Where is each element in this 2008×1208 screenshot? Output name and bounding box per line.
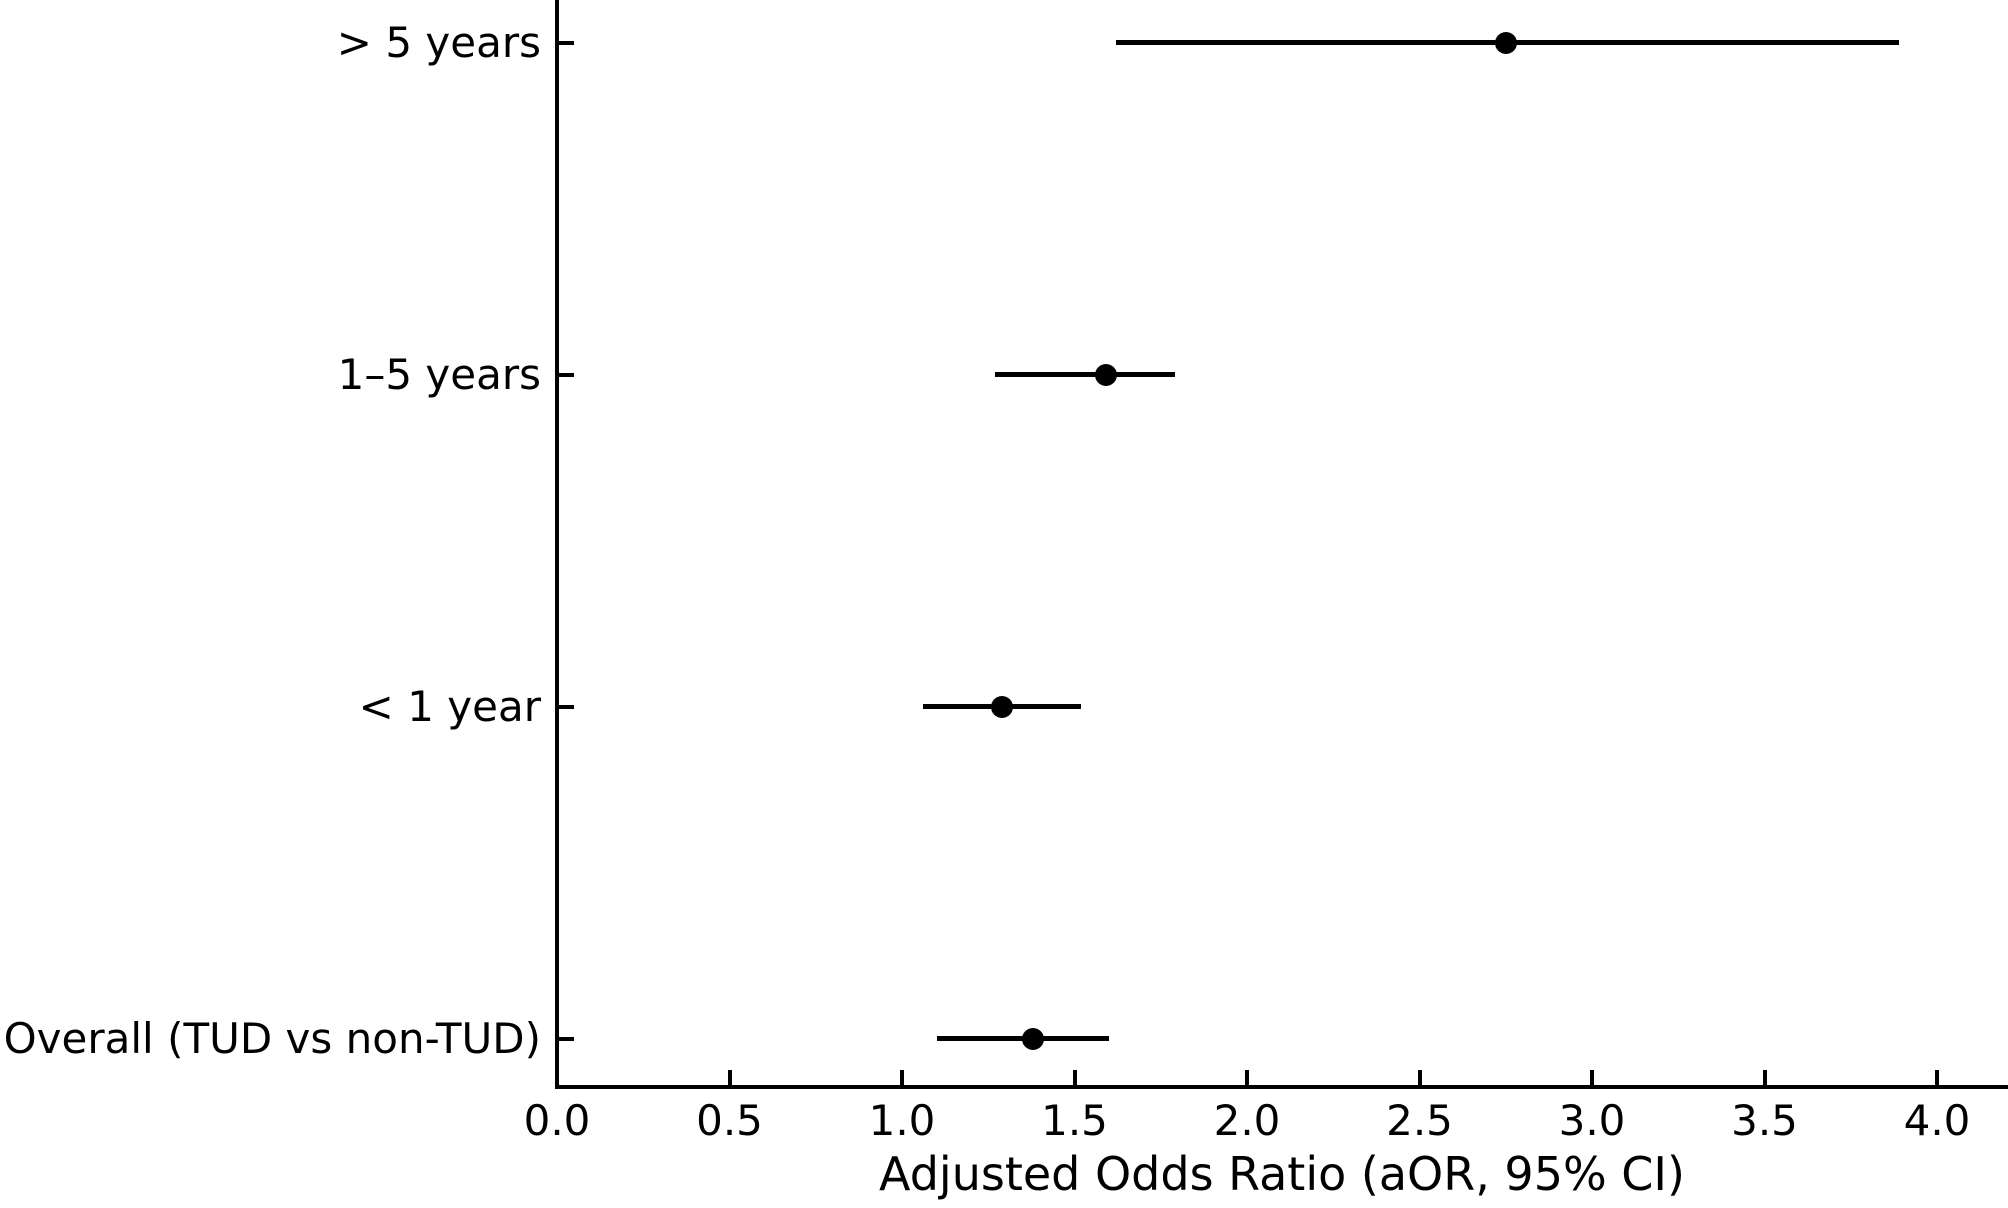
aor-point-marker [991,696,1014,718]
aor-point-marker [1094,364,1117,386]
category-label: 1–5 years [337,350,541,399]
x-tick-label: 3.5 [1731,1096,1798,1145]
confidence-interval-bar [995,372,1175,377]
x-axis-tick [1417,1070,1422,1085]
x-axis-tick [1762,1070,1767,1085]
aor-point-marker [1494,32,1517,54]
x-tick-label: 0.0 [523,1096,591,1145]
x-tick-label: 2.0 [1213,1096,1281,1145]
aor-point-marker [1022,1028,1045,1050]
x-axis-tick [1935,1070,1939,1085]
x-tick-label: 2.5 [1386,1096,1453,1145]
x-axis-tick [727,1070,732,1085]
x-axis-label: Adjusted Odds Ratio (aOR, 95% CI) [879,1147,1685,1201]
x-tick-label: 1.5 [1041,1096,1108,1145]
category-label: Overall (TUD vs non-TUD) [3,1014,541,1063]
category-label: > 5 years [336,18,541,67]
x-tick-label: 3.0 [1558,1096,1626,1145]
category-label: < 1 year [358,682,541,731]
x-axis-tick [1590,1070,1594,1085]
x-tick-label: 1.0 [868,1096,936,1145]
x-axis-tick [1072,1070,1077,1085]
x-tick-label: 0.5 [696,1096,763,1145]
x-tick-label: 4.0 [1903,1096,1971,1145]
y-axis-tick [559,373,574,377]
x-axis-tick [555,1070,559,1085]
x-axis-spine [555,1085,2008,1089]
y-axis-tick [559,1037,574,1041]
y-axis-spine [555,0,559,1089]
x-axis-tick [1245,1070,1249,1085]
y-axis-tick [559,41,574,45]
y-axis-tick [559,705,574,709]
x-axis-tick [900,1070,904,1085]
